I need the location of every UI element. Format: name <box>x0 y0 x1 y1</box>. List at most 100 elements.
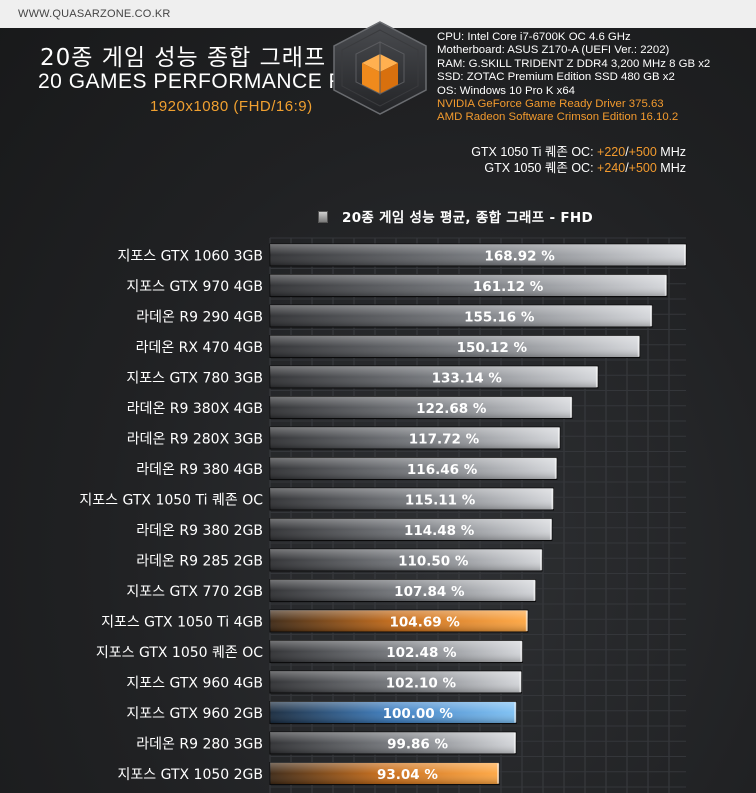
category-label: 지포스 GTX 1050 Ti 4GB <box>101 615 263 631</box>
category-label: 라데온 R9 280 3GB <box>136 737 263 753</box>
bar-edge <box>533 580 536 601</box>
bar-row: 지포스 GTX 1050 Ti 퀘존 OC 115.11 % <box>79 487 554 511</box>
category-label: 지포스 GTX 770 2GB <box>126 584 263 600</box>
bar-shine <box>270 274 667 297</box>
category-label: 라데온 R9 380X 4GB <box>127 401 263 417</box>
bar-row: 라데온 R9 380 4GB 116.46 % <box>136 457 558 480</box>
resolution-label: 1920x1080 (FHD/16:9) <box>150 98 313 115</box>
bar-shine <box>270 244 686 266</box>
category-label: 지포스 GTX 960 4GB <box>126 676 263 692</box>
bar-edge <box>513 733 516 753</box>
bar-shine <box>270 396 573 419</box>
spec-ram: RAM: G.SKILL TRIDENT Z DDR4 3,200 MHz 8 … <box>437 57 711 70</box>
category-label: 지포스 GTX 970 4GB <box>126 279 263 295</box>
bar-edge <box>497 763 500 784</box>
category-label: 지포스 GTX 1050 2GB <box>118 767 263 783</box>
category-label: 라데온 R9 285 2GB <box>136 554 263 570</box>
value-label: 168.92 % <box>484 249 555 265</box>
value-label: 93.04 % <box>377 767 438 783</box>
title-korean: 20종 게임 성능 종합 그래프 <box>40 45 327 71</box>
quasarzone-cube-logo-icon <box>333 21 427 115</box>
oc-note-1050ti: GTX 1050 Ti 퀘존 OC: +220/+500 MHz <box>471 145 686 159</box>
spec-motherboard: Motherboard: ASUS Z170-A (UEFI Ver.: 220… <box>437 44 670 57</box>
value-label: 114.48 % <box>404 523 475 539</box>
value-label: 155.16 % <box>464 310 535 326</box>
bar-edge <box>684 245 686 265</box>
bar-row: 라데온 R9 280X 3GB 117.72 % <box>127 426 561 450</box>
bar-row: 라데온 R9 280 3GB 99.86 % <box>136 731 517 755</box>
bar-shine <box>270 762 500 785</box>
category-label: 지포스 GTX 960 2GB <box>126 706 263 722</box>
bar-edge <box>551 489 554 509</box>
title-english: 20 GAMES PERFORMANCE RATE <box>38 70 386 93</box>
value-label: 116.46 % <box>407 462 478 478</box>
bar-row: 지포스 GTX 960 2GB 100.00 % <box>126 701 517 724</box>
title-square-icon <box>318 211 328 223</box>
bar-row: 지포스 GTX 780 3GB 133.14 % <box>126 365 599 389</box>
spec-ssd: SSD: ZOTAC Premium Edition SSD 480 GB x2 <box>437 71 675 84</box>
category-label: 지포스 GTX 780 3GB <box>126 371 263 387</box>
bar-shine <box>270 732 516 754</box>
value-label: 161.12 % <box>473 279 544 295</box>
spec-cpu: CPU: Intel Core i7-6700K OC 4.6 GHz <box>437 31 631 43</box>
category-label: 지포스 GTX 1050 Ti 퀘존 OC <box>79 493 263 509</box>
category-label: 지포스 GTX 1060 3GB <box>118 249 263 265</box>
category-label: 라데온 RX 470 4GB <box>136 340 263 356</box>
bar-row: 지포스 GTX 1050 퀘존 OC 102.48 % <box>96 640 523 663</box>
bar-edge <box>570 397 573 418</box>
bar-row: 지포스 GTX 770 2GB 107.84 % <box>126 579 537 602</box>
bar-shine <box>270 427 560 449</box>
bar-shine <box>270 518 552 541</box>
bar-edge <box>520 641 523 662</box>
value-label: 99.86 % <box>387 737 448 753</box>
chart-title: 20종 게임 성능 평균, 종합 그래프 - FHD <box>318 206 593 226</box>
bar-shine <box>270 640 523 663</box>
spec-amd-driver: AMD Radeon Software Crimson Edition 16.1… <box>437 111 679 124</box>
site-url[interactable]: WWW.QUASARZONE.CO.KR <box>18 8 171 20</box>
value-label: 122.68 % <box>416 401 487 417</box>
bar-edge <box>637 336 640 357</box>
bar-shine <box>270 305 653 327</box>
oc-note-1050: GTX 1050 퀘존 OC: +240/+500 MHz <box>484 161 686 175</box>
bar-shine <box>270 457 557 480</box>
value-label: 133.14 % <box>432 371 503 387</box>
value-label: 102.10 % <box>386 676 457 692</box>
spec-nvidia-driver: NVIDIA GeForce Game Ready Driver 375.63 <box>437 98 664 111</box>
bar-row: 지포스 GTX 1060 3GB 168.92 % <box>118 243 687 267</box>
bar-shine <box>270 671 522 693</box>
bar-row: 지포스 GTX 970 4GB 161.12 % <box>126 274 668 297</box>
category-label: 라데온 R9 280X 3GB <box>127 432 263 448</box>
bar-shine <box>270 701 517 724</box>
spec-os: OS: Windows 10 Pro K x64 <box>437 84 576 97</box>
bar-row: 라데온 RX 470 4GB 150.12 % <box>136 335 641 358</box>
category-label: 라데온 R9 380 4GB <box>136 462 263 478</box>
bar-shine <box>270 610 528 632</box>
category-label: 라데온 R9 380 2GB <box>136 523 263 539</box>
value-label: 115.11 % <box>405 493 476 509</box>
bar-row: 라데온 R9 285 2GB 110.50 % <box>136 548 543 572</box>
value-label: 150.12 % <box>457 340 528 356</box>
bar-edge <box>557 428 560 448</box>
bar-edge <box>595 367 598 387</box>
bar-shine <box>270 335 640 358</box>
value-label: 117.72 % <box>409 432 480 448</box>
category-label: 라데온 R9 290 4GB <box>136 310 263 326</box>
bar-row: 지포스 GTX 960 4GB 102.10 % <box>126 670 522 694</box>
overclock-notes: GTX 1050 Ti 퀘존 OC: +220/+500 MHz GTX 105… <box>471 144 686 176</box>
bar-row: 지포스 GTX 1050 Ti 4GB 104.69 % <box>101 609 529 633</box>
category-label: 지포스 GTX 1050 퀘존 OC <box>96 645 263 661</box>
value-label: 102.48 % <box>386 645 457 661</box>
bar-shine <box>270 579 536 602</box>
bar-edge <box>549 519 552 540</box>
bar-row: 라데온 R9 290 4GB 155.16 % <box>136 304 653 328</box>
bar-edge <box>525 611 528 631</box>
bar-shine <box>270 366 598 388</box>
value-label: 107.84 % <box>394 584 465 600</box>
value-label: 100.00 % <box>383 706 454 722</box>
bar-edge <box>519 672 522 692</box>
bar-edge <box>540 550 543 570</box>
value-label: 104.69 % <box>390 615 461 631</box>
bar-row: 라데온 R9 380 2GB 114.48 % <box>136 518 553 541</box>
